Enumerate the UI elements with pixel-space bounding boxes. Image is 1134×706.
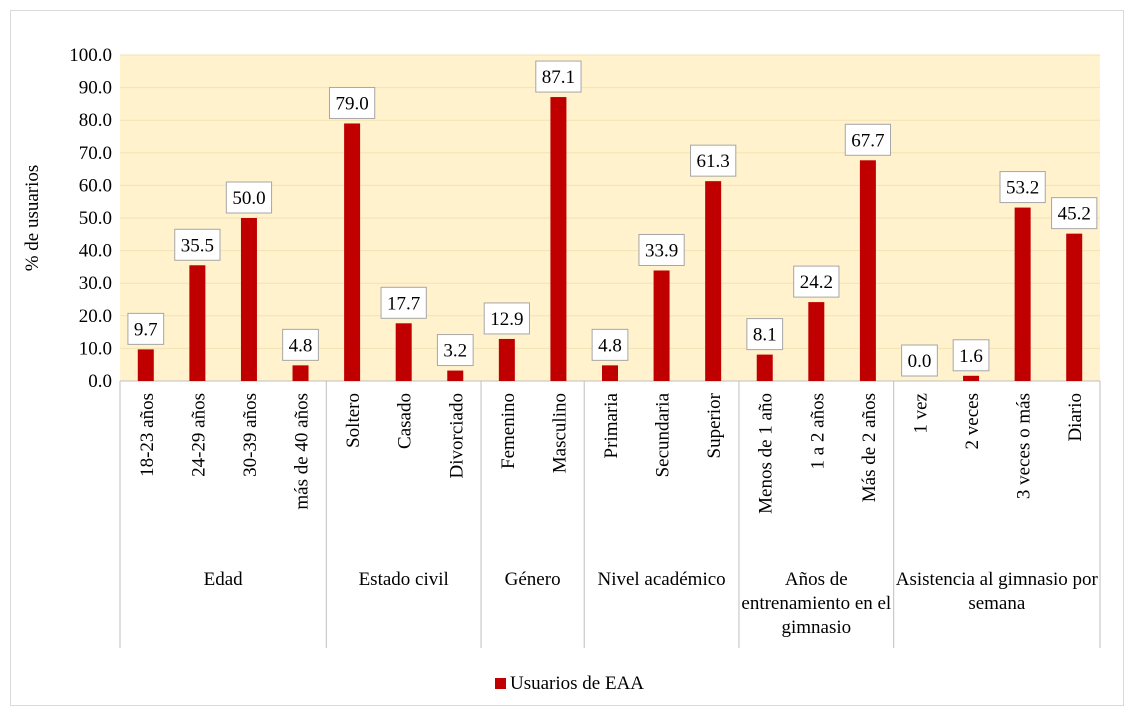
- data-label: 9.7: [134, 319, 158, 340]
- x-tick-label: 2 veces: [962, 393, 983, 449]
- bar: [859, 160, 876, 381]
- group-label: Edad: [203, 569, 243, 590]
- bar: [1066, 233, 1083, 381]
- bar: [240, 218, 257, 381]
- data-label-box: [282, 328, 319, 361]
- bar: [395, 323, 412, 381]
- x-tick-label: 18-23 años: [137, 393, 158, 477]
- bar: [292, 365, 309, 381]
- bar: [1014, 207, 1031, 381]
- x-tick-label: Menos de 1 año: [756, 393, 777, 514]
- x-tick-label: Soltero: [343, 393, 364, 448]
- x-tick-label: 1 a 2 años: [807, 393, 828, 470]
- x-tick-label: 24-29 años: [188, 393, 209, 477]
- bar: [653, 270, 670, 381]
- data-label: 61.3: [697, 151, 730, 172]
- data-label-box: [1051, 197, 1098, 230]
- data-label-box: [901, 344, 938, 377]
- data-label-box: [174, 228, 221, 261]
- data-label: 0.0: [908, 351, 932, 372]
- data-label-box: [952, 339, 990, 372]
- x-tick-label: 3 veces o más: [1014, 393, 1035, 499]
- legend-swatch: [495, 678, 506, 689]
- x-tick-label: Primaria: [601, 392, 622, 458]
- bar: [602, 365, 618, 381]
- data-label-box: [127, 312, 165, 345]
- y-tick-label: 80.0: [79, 110, 112, 131]
- y-tick-label: 50.0: [79, 208, 112, 229]
- data-label-box: [328, 86, 376, 119]
- data-label-box: [844, 123, 892, 156]
- data-label-box: [746, 318, 784, 351]
- data-label: 35.5: [181, 235, 214, 256]
- group-label: Años de entrenamiento en el gimnasio: [741, 569, 892, 638]
- group-label: Estado civil: [358, 569, 449, 590]
- x-tick-label: Diario: [1065, 393, 1086, 442]
- y-tick-label: 30.0: [79, 273, 112, 294]
- y-tick-label: 70.0: [79, 143, 112, 164]
- data-label-box: [591, 328, 629, 361]
- x-tick-label: más de 40 años: [292, 393, 313, 510]
- x-tick-label: Casado: [395, 393, 416, 449]
- x-tick-label: Más de 2 años: [859, 393, 880, 502]
- y-tick-label: 40.0: [79, 241, 112, 262]
- bar: [705, 181, 722, 381]
- data-label-box: [793, 265, 840, 298]
- data-label: 4.8: [598, 335, 622, 356]
- y-tick-label: 10.0: [79, 338, 112, 359]
- data-label: 45.2: [1058, 204, 1091, 225]
- data-label-box: [535, 60, 582, 93]
- data-label-box: [483, 302, 530, 335]
- data-label-box: [436, 334, 474, 367]
- bar: [808, 302, 825, 381]
- legend-label: Usuarios de EAA: [510, 673, 644, 694]
- data-label: 12.9: [490, 309, 523, 330]
- data-label: 87.1: [542, 67, 575, 88]
- bar: [498, 338, 515, 381]
- data-label: 79.0: [335, 93, 368, 114]
- group-label: Género: [504, 569, 561, 590]
- data-label: 4.8: [289, 335, 313, 356]
- bar: [447, 370, 464, 381]
- data-label-box: [638, 233, 685, 266]
- data-label: 3.2: [443, 341, 467, 362]
- data-label-box: [999, 171, 1046, 204]
- y-axis-label: % de usuarios: [22, 165, 43, 272]
- y-tick-label: 20.0: [79, 306, 112, 327]
- x-tick-label: Divorciado: [446, 393, 467, 478]
- x-tick-label: 30-39 años: [240, 393, 261, 477]
- data-label: 53.2: [1006, 178, 1039, 199]
- bar: [550, 97, 567, 381]
- data-label: 17.7: [387, 293, 420, 314]
- bar: [756, 354, 773, 381]
- bar: [963, 375, 980, 381]
- data-label-box: [690, 144, 737, 177]
- x-tick-label: Secundaria: [653, 392, 674, 477]
- bar: [137, 349, 154, 381]
- y-tick-label: 90.0: [79, 78, 112, 99]
- data-label-box: [225, 181, 273, 214]
- data-label: 50.0: [232, 188, 265, 209]
- x-tick-label: Masculino: [549, 393, 570, 473]
- data-label: 33.9: [645, 240, 678, 261]
- group-label: Asistencia al gimnasio por semana: [895, 569, 1098, 614]
- y-tick-label: 100.0: [69, 45, 112, 66]
- y-tick-label: 0.0: [88, 371, 112, 392]
- data-label: 1.6: [959, 346, 983, 367]
- data-label: 67.7: [851, 130, 884, 151]
- data-label: 24.2: [800, 272, 833, 293]
- data-label-box: [380, 286, 427, 319]
- x-tick-label: Femenino: [498, 393, 519, 469]
- y-tick-label: 60.0: [79, 175, 112, 196]
- group-label: Nivel académico: [597, 569, 726, 590]
- data-label: 8.1: [753, 325, 777, 346]
- x-tick-label: 1 vez: [910, 393, 931, 434]
- x-tick-label: Superior: [704, 392, 725, 458]
- bar: [189, 265, 206, 381]
- bar: [344, 123, 361, 382]
